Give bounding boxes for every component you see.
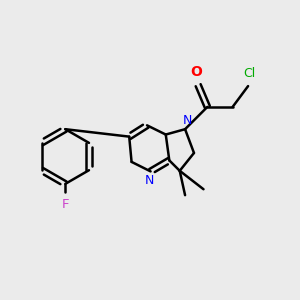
Text: O: O — [191, 65, 203, 79]
Text: N: N — [183, 114, 192, 128]
Text: Cl: Cl — [243, 67, 256, 80]
Text: N: N — [144, 174, 154, 187]
Text: F: F — [61, 198, 69, 211]
